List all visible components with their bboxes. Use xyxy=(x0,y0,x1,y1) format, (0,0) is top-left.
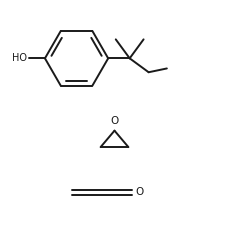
Text: O: O xyxy=(135,187,144,197)
Text: O: O xyxy=(110,116,119,126)
Text: HO: HO xyxy=(12,53,27,63)
